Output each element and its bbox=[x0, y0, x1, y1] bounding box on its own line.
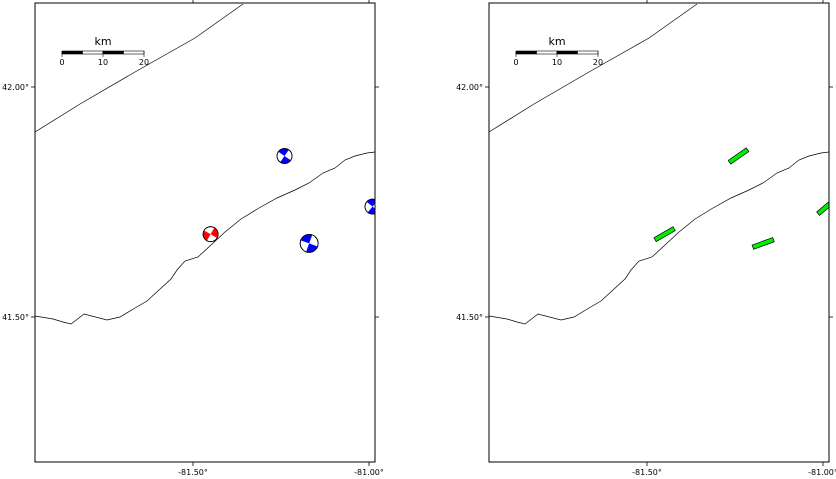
beachball-border bbox=[364, 198, 375, 215]
scale-segment bbox=[536, 50, 558, 55]
lon-label: -81.50° bbox=[632, 468, 662, 477]
coastline bbox=[489, 151, 829, 325]
lat-label: 41.50° bbox=[456, 313, 483, 322]
beachball-event-1 bbox=[202, 226, 219, 243]
beachball-compressional-quadrant bbox=[280, 156, 291, 164]
beachball-event-4 bbox=[364, 198, 375, 215]
scale-tick-label: 0 bbox=[513, 58, 518, 67]
scale-segment bbox=[102, 50, 124, 55]
beachball-compressional-quadrant bbox=[210, 227, 219, 238]
coastline bbox=[35, 151, 375, 325]
map-frame bbox=[34, 2, 376, 463]
lat-label: 41.50° bbox=[2, 313, 29, 322]
beachball-compressional-quadrant bbox=[366, 199, 375, 207]
scale-segment bbox=[82, 50, 104, 55]
scale-segment bbox=[515, 50, 537, 55]
scale-unit-label: km bbox=[94, 35, 111, 48]
scale-bar: km 0 10 20 bbox=[513, 35, 603, 67]
scale-segment bbox=[556, 50, 578, 55]
scale-segment bbox=[61, 50, 83, 55]
fault-plane-event-2 bbox=[727, 147, 750, 165]
beachball-compressional-quadrant bbox=[203, 230, 211, 241]
beachball-compressional-quadrant bbox=[278, 148, 289, 156]
beachball-border bbox=[202, 226, 219, 243]
lon-label: -81.00° bbox=[808, 468, 836, 477]
scale-tick-label: 20 bbox=[139, 58, 149, 67]
fault-plane-event-3 bbox=[751, 237, 775, 250]
beachball-event-2 bbox=[276, 148, 293, 164]
scale-unit-label: km bbox=[548, 35, 565, 48]
map-frame bbox=[488, 2, 830, 463]
state-border-line bbox=[489, 3, 698, 133]
beachball-border bbox=[276, 148, 293, 164]
fault-plane-map: -81.50° -81.00° 42.00° 41.50° km 0 10 20 bbox=[456, 0, 836, 477]
map-content bbox=[35, 3, 375, 325]
scale-segment bbox=[123, 50, 145, 55]
beachball-border bbox=[299, 233, 319, 253]
scale-segment bbox=[577, 50, 599, 55]
lat-label: 42.00° bbox=[456, 83, 483, 92]
scale-tick-label: 0 bbox=[59, 58, 64, 67]
fault-plane-event-1 bbox=[653, 226, 676, 243]
map-content bbox=[489, 3, 829, 325]
scale-bar: km 0 10 20 bbox=[59, 35, 149, 67]
scale-tick-label: 10 bbox=[552, 58, 562, 67]
lon-label: -81.50° bbox=[178, 468, 208, 477]
fault-plane-event-4 bbox=[816, 197, 829, 216]
beachball-compressional-quadrant bbox=[367, 206, 375, 215]
lat-label: 42.00° bbox=[2, 83, 29, 92]
beachball-event-3 bbox=[299, 233, 319, 253]
scale-tick-label: 10 bbox=[98, 58, 108, 67]
state-border-line bbox=[35, 3, 244, 133]
lon-label: -81.00° bbox=[354, 468, 384, 477]
beachball-map: -81.50° -81.00° 42.00° 41.50° km 0 10 20 bbox=[2, 0, 384, 477]
scale-tick-label: 20 bbox=[593, 58, 603, 67]
